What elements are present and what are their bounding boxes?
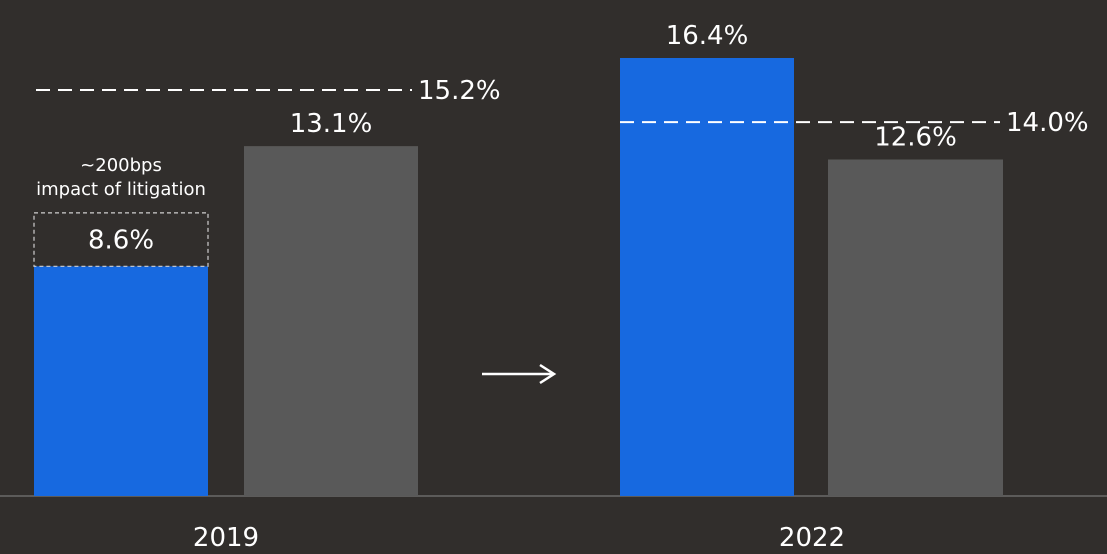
bars-layer (0, 58, 1107, 497)
bar-2019-series-2 (244, 146, 418, 496)
right-arrow-icon (482, 363, 557, 385)
bar-2019-series-1 (34, 266, 208, 496)
litigation-adjustment-box (33, 212, 209, 267)
value-label-2022-series-2: 12.6% (874, 122, 957, 152)
arrow-head (539, 363, 557, 385)
value-label-2019-series-2: 13.1% (290, 109, 373, 139)
value-label-2019-series-1: 8.6% (88, 226, 154, 256)
value-label-2022-series-1: 16.4% (666, 21, 749, 51)
reference-label-2022: 14.0% (1006, 108, 1089, 138)
overlay-layer: 13.1% 2019 16.4% 12.6% 2022 8.6% ~200bps impact… (33, 21, 1089, 553)
x-tick-label-2022: 2022 (779, 523, 845, 553)
reference-label-2019: 15.2% (418, 76, 501, 106)
bar-2022-series-2 (828, 159, 1003, 497)
x-tick-label-2019: 2019 (193, 523, 259, 553)
bar-2022-series-1 (620, 58, 794, 496)
annotation-line-1: ~200bps (80, 155, 162, 176)
annotation-line-2: impact of litigation (36, 179, 206, 200)
